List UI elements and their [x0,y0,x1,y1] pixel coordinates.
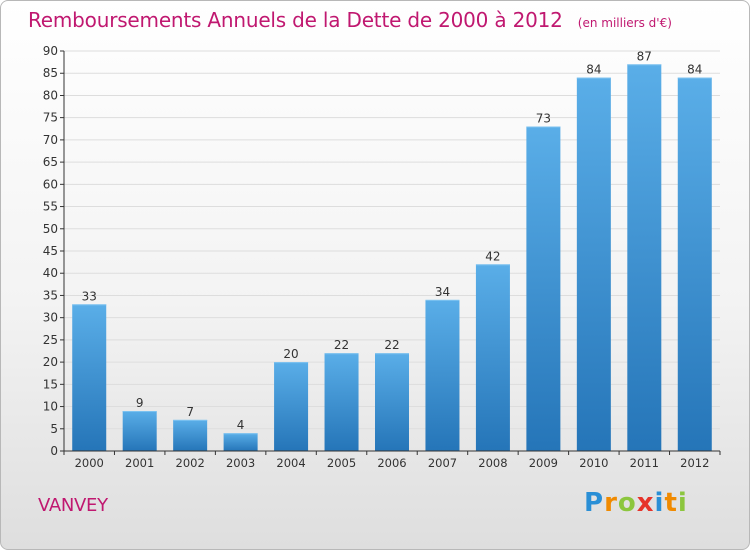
y-tick-label: 25 [43,333,58,347]
y-tick-label: 0 [50,444,58,458]
y-tick-label: 10 [43,400,58,414]
bar-2001 [122,411,157,451]
x-tick-label: 2004 [276,456,305,470]
data-label: 20 [283,347,298,361]
y-tick-label: 55 [43,200,58,214]
title-line: Remboursements Annuels de la Dette de 20… [28,8,672,32]
chart-unit: (en milliers d'€) [577,16,672,30]
data-label: 4 [237,418,245,432]
bar-2000 [72,304,107,451]
y-tick-label: 35 [43,288,58,302]
bar-2006 [375,353,409,451]
commune-name: VANVEY [38,495,108,516]
y-tick-label: 30 [43,311,58,325]
x-tick-label: 2009 [529,456,558,470]
bar-2010 [576,77,611,452]
data-labels: 33 9 7 4 20 22 22 34 42 73 84 87 84 [82,49,703,432]
x-tick-label: 2002 [176,456,205,470]
bar-2004 [274,362,309,451]
y-tick-label: 60 [43,177,58,191]
y-tick-label: 50 [43,222,58,236]
axes: 0 5 10 15 20 25 30 35 40 45 50 55 60 65 70 75 80 85 90 2000… [43,44,721,470]
y-tick-label: 75 [43,111,58,125]
y-tick-label: 85 [43,66,58,80]
data-label: 22 [334,338,349,352]
data-label: 33 [82,289,97,303]
logo-letter: i [654,488,665,518]
x-tick-label: 2012 [680,456,709,470]
logo-letter: o [617,488,637,518]
y-tick-label: 80 [43,88,58,102]
bars [72,64,712,452]
data-label: 73 [536,112,551,126]
data-label: 84 [687,63,702,77]
bar-2011 [627,64,662,452]
data-label: 22 [384,338,399,352]
x-tick-label: 2001 [125,456,154,470]
data-label: 34 [435,285,450,299]
y-tick-label: 5 [50,422,58,436]
bar-2009 [526,126,561,452]
x-tick-label: 2007 [428,456,457,470]
chart-title: Remboursements Annuels de la Dette de 20… [28,8,563,32]
logo-letter: x [636,488,655,518]
data-label: 7 [186,405,194,419]
x-tick-label: 2006 [377,456,406,470]
bar-2007 [425,299,460,451]
logo-letter: P [584,488,605,518]
y-tick-label: 15 [43,377,58,391]
bar-2002 [173,419,208,451]
data-label: 87 [637,49,652,63]
data-label: 84 [586,63,601,77]
x-tick-label: 2000 [75,456,104,470]
proxiti-logo[interactable]: Proxiti [584,488,688,518]
logo-letter: i [677,488,688,518]
x-tick-label: 2003 [226,456,255,470]
y-tick-label: 45 [43,244,58,258]
x-tick-label: 2010 [579,456,608,470]
x-tick-label: 2008 [478,456,507,470]
x-tick-label: 2005 [327,456,356,470]
y-tick-label: 70 [43,133,58,147]
y-tick-label: 40 [43,266,58,280]
data-label: 42 [485,249,500,263]
bar-2012 [677,77,712,452]
x-tick-label: 2011 [630,456,659,470]
bar-2005 [324,353,359,451]
bar-2003 [223,433,258,451]
y-tick-label: 65 [43,155,58,169]
logo-letter: r [604,488,618,518]
y-tick-label: 20 [43,355,58,369]
logo-letter: t [664,488,678,518]
bar-2008 [475,264,510,451]
data-label: 9 [136,396,144,410]
y-tick-label: 90 [43,44,58,58]
